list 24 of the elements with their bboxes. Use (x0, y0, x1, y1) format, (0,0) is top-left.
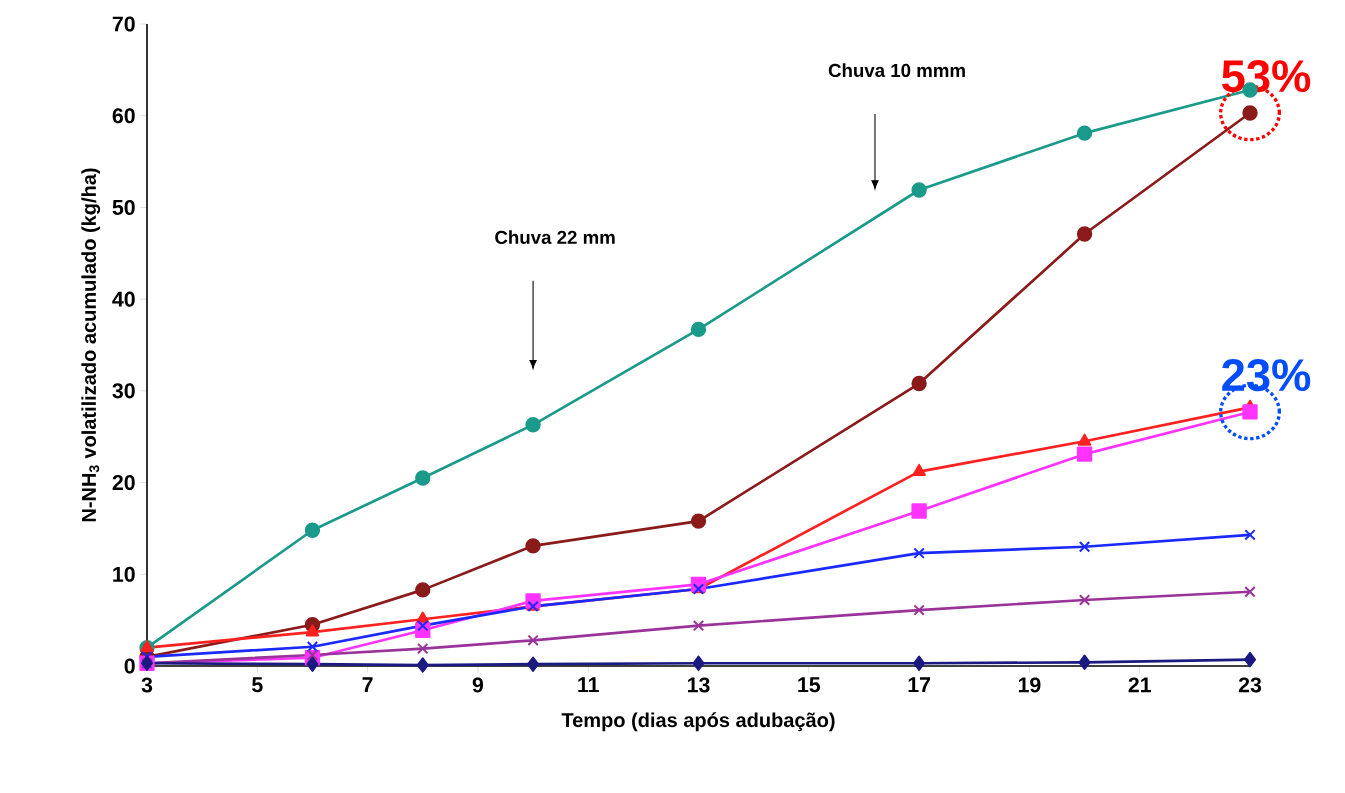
x-tick-label: 15 (798, 677, 821, 693)
x-tick-label: 19 (1018, 677, 1041, 693)
x-tick-label: 17 (908, 677, 931, 693)
y-tick-label: 30 (112, 383, 135, 399)
y-tick-label: 40 (112, 291, 135, 307)
x-axis-title: Tempo (dias após adubação) (561, 712, 835, 732)
annotation: Chuva 10 mmm (828, 63, 965, 78)
x-tick-label: 3 (141, 677, 153, 693)
x-tick-label: 23 (1238, 677, 1262, 693)
x-tick-label: 13 (687, 677, 710, 693)
annotation: Chuva 22 mm (495, 230, 615, 244)
x-tick-label: 11 (578, 677, 599, 693)
x-tick-label: 7 (362, 677, 373, 693)
y-axis-title: N-NH$_{3}$ volatilizado acumulado (kg/ha) (81, 168, 101, 522)
x-tick-label: 9 (472, 677, 484, 693)
x-tick-label: 21 (1128, 677, 1151, 693)
y-tick-label: 70 (112, 16, 135, 32)
x-tick-label: 5 (252, 677, 263, 693)
y-tick-label: 20 (112, 475, 135, 491)
annotation: 23% (1222, 359, 1311, 392)
y-tick-label: 10 (113, 566, 135, 582)
y-tick-label: 50 (112, 199, 135, 215)
y-tick-label: 60 (112, 108, 135, 124)
y-tick-label: 0 (124, 658, 135, 674)
